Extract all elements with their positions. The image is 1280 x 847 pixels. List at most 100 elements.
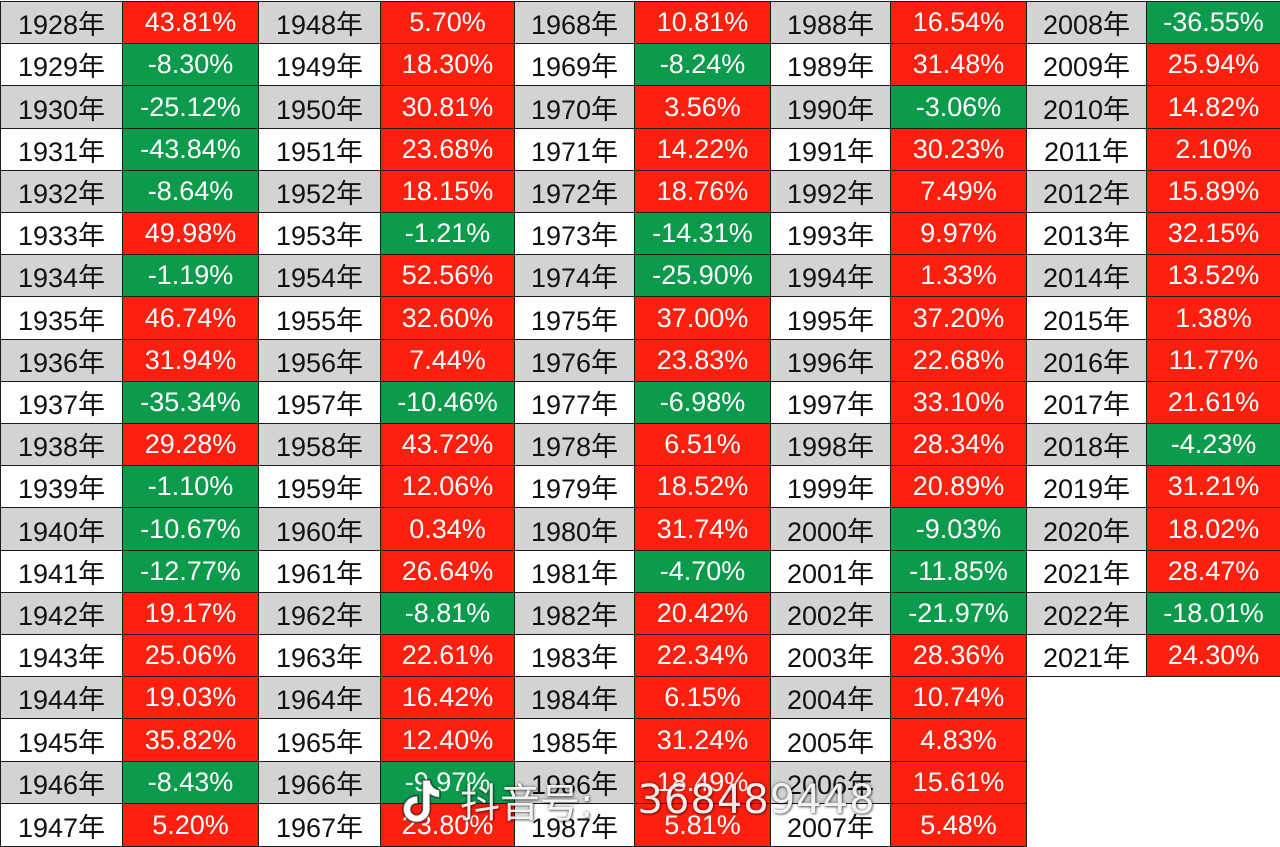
year-cell: 2002年	[770, 592, 891, 635]
return-value-cell: 18.15%	[380, 170, 515, 213]
return-value-cell: -8.81%	[380, 592, 515, 635]
return-value-cell: 5.20%	[122, 803, 259, 847]
year-cell: 2021年	[1026, 550, 1147, 593]
year-cell: 1967年	[258, 803, 381, 847]
return-value-cell: 23.68%	[380, 128, 515, 171]
return-value-cell: 31.94%	[122, 339, 259, 382]
year-cell: 1977年	[514, 381, 635, 424]
year-cell: 2013年	[1026, 212, 1147, 255]
year-cell: 1963年	[258, 634, 381, 677]
return-value-cell: 26.64%	[380, 550, 515, 593]
return-value-cell: -4.70%	[634, 550, 771, 593]
year-cell: 2004年	[770, 676, 891, 719]
return-value-cell: -8.24%	[634, 43, 771, 86]
return-value-cell: 7.44%	[380, 339, 515, 382]
year-cell: 1946年	[0, 761, 123, 804]
return-value-cell: 20.89%	[890, 465, 1027, 508]
return-value-cell: 28.34%	[890, 423, 1027, 466]
year-cell: 1962年	[258, 592, 381, 635]
year-cell: 1992年	[770, 170, 891, 213]
return-value-cell: -10.67%	[122, 507, 259, 551]
year-cell: 1990年	[770, 85, 891, 129]
return-value-cell: 0.34%	[380, 507, 515, 551]
return-value-cell: 16.42%	[380, 676, 515, 719]
year-cell: 1976年	[514, 339, 635, 382]
year-cell: 1982年	[514, 592, 635, 635]
return-value-cell: 46.74%	[122, 296, 259, 340]
return-value-cell: 31.48%	[890, 43, 1027, 86]
year-cell: 2016年	[1026, 339, 1147, 382]
return-value-cell: 30.81%	[380, 85, 515, 129]
year-cell: 1991年	[770, 128, 891, 171]
return-value-cell: -8.43%	[122, 761, 259, 804]
year-cell: 2010年	[1026, 85, 1147, 129]
year-cell: 1998年	[770, 423, 891, 466]
year-cell: 2015年	[1026, 296, 1147, 340]
return-value-cell: 22.61%	[380, 634, 515, 677]
return-value-cell: 3.56%	[634, 85, 771, 129]
return-value-cell: 49.98%	[122, 212, 259, 255]
return-value-cell: 18.49%	[634, 761, 771, 804]
return-value-cell: 5.70%	[380, 1, 515, 44]
return-value-cell: 15.61%	[890, 761, 1027, 804]
year-cell: 1950年	[258, 85, 381, 129]
year-cell: 1956年	[258, 339, 381, 382]
year-cell: 1935年	[0, 296, 123, 340]
year-cell: 1986年	[514, 761, 635, 804]
return-value-cell: -9.03%	[890, 507, 1027, 551]
year-cell: 1975年	[514, 296, 635, 340]
return-value-cell: 22.34%	[634, 634, 771, 677]
return-value-cell: -10.46%	[380, 381, 515, 424]
return-value-cell: 25.94%	[1146, 43, 1280, 86]
year-cell: 1944年	[0, 676, 123, 719]
year-cell: 1988年	[770, 1, 891, 44]
return-value-cell: 14.82%	[1146, 85, 1280, 129]
return-value-cell: 1.33%	[890, 254, 1027, 297]
year-cell: 1979年	[514, 465, 635, 508]
year-cell: 1961年	[258, 550, 381, 593]
year-cell: 1980年	[514, 507, 635, 551]
return-value-cell: -11.85%	[890, 550, 1027, 593]
year-cell: 2017年	[1026, 381, 1147, 424]
year-cell: 2021年	[1026, 634, 1147, 677]
year-cell: 1971年	[514, 128, 635, 171]
year-cell: 1983年	[514, 634, 635, 677]
return-value-cell: -36.55%	[1146, 1, 1280, 44]
return-value-cell: 52.56%	[380, 254, 515, 297]
year-cell: 1929年	[0, 43, 123, 86]
return-value-cell: 18.02%	[1146, 507, 1280, 551]
return-value-cell: 23.83%	[634, 339, 771, 382]
return-value-cell: 31.74%	[634, 507, 771, 551]
year-cell: 1943年	[0, 634, 123, 677]
return-value-cell: 5.81%	[634, 803, 771, 847]
year-cell: 1959年	[258, 465, 381, 508]
return-value-cell: 6.15%	[634, 676, 771, 719]
return-value-cell: -1.19%	[122, 254, 259, 297]
return-value-cell: -18.01%	[1146, 592, 1280, 635]
year-cell: 1947年	[0, 803, 123, 847]
return-value-cell: 9.97%	[890, 212, 1027, 255]
return-value-cell: 12.40%	[380, 718, 515, 762]
return-value-cell: 5.48%	[890, 803, 1027, 847]
year-cell: 1964年	[258, 676, 381, 719]
year-cell: 1933年	[0, 212, 123, 255]
year-cell: 2001年	[770, 550, 891, 593]
return-value-cell: -25.12%	[122, 85, 259, 129]
return-value-cell: 2.10%	[1146, 128, 1280, 171]
return-value-cell: 25.06%	[122, 634, 259, 677]
year-cell: 2022年	[1026, 592, 1147, 635]
return-value-cell: 31.21%	[1146, 465, 1280, 508]
return-value-cell: 23.80%	[380, 803, 515, 847]
year-cell: 1973年	[514, 212, 635, 255]
return-value-cell: 15.89%	[1146, 170, 1280, 213]
year-cell: 1939年	[0, 465, 123, 508]
return-value-cell: 10.74%	[890, 676, 1027, 719]
return-value-cell: 37.00%	[634, 296, 771, 340]
return-value-cell: 37.20%	[890, 296, 1027, 340]
return-value-cell: 32.15%	[1146, 212, 1280, 255]
return-value-cell: 24.30%	[1146, 634, 1280, 677]
return-value-cell: 19.17%	[122, 592, 259, 635]
year-cell: 2018年	[1026, 423, 1147, 466]
return-value-cell: -4.23%	[1146, 423, 1280, 466]
year-cell: 1953年	[258, 212, 381, 255]
